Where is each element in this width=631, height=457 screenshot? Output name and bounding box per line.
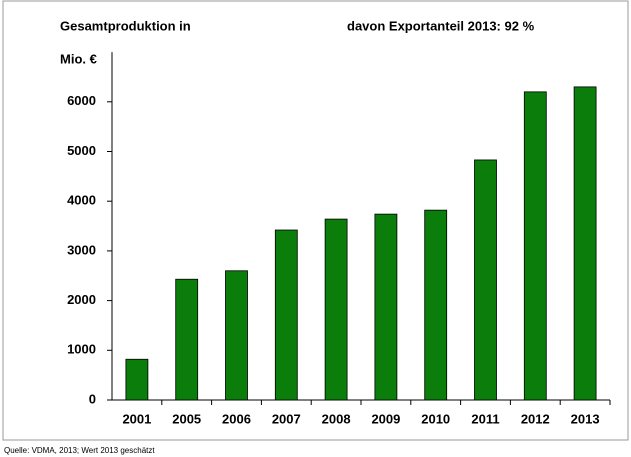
bar bbox=[125, 358, 149, 401]
x-tick-label: 2006 bbox=[222, 411, 251, 426]
y-tick-label: 3000 bbox=[67, 242, 96, 257]
bar bbox=[474, 159, 497, 401]
x-tick-label: 2001 bbox=[122, 411, 151, 426]
x-tick-label: 2010 bbox=[421, 411, 450, 426]
x-tick-label: 2005 bbox=[172, 411, 201, 426]
bar bbox=[225, 270, 248, 401]
bar bbox=[424, 209, 448, 401]
y-tick-label: 6000 bbox=[67, 93, 96, 108]
x-tick-label: 2007 bbox=[272, 411, 301, 426]
x-tick-label: 2009 bbox=[371, 411, 400, 426]
x-tick-label: 2012 bbox=[521, 411, 550, 426]
y-tick-label: 5000 bbox=[67, 143, 96, 158]
source-note: Quelle: VDMA, 2013; Wert 2013 geschätzt bbox=[4, 446, 155, 455]
y-tick-label: 2000 bbox=[67, 292, 96, 307]
y-tick-label: 4000 bbox=[67, 193, 96, 208]
chart-title: Gesamtproduktion in bbox=[60, 18, 191, 33]
bar bbox=[274, 229, 298, 401]
x-tick-label: 2013 bbox=[571, 411, 600, 426]
chart-frame bbox=[2, 0, 629, 441]
bar bbox=[523, 91, 547, 401]
y-tick-label: 0 bbox=[89, 391, 96, 406]
bar bbox=[573, 86, 597, 401]
x-tick-label: 2008 bbox=[322, 411, 351, 426]
bar bbox=[374, 213, 398, 401]
bar bbox=[175, 278, 199, 401]
chart-title: Mio. € bbox=[60, 51, 97, 66]
bar bbox=[324, 218, 348, 401]
y-tick-label: 1000 bbox=[67, 342, 96, 357]
annotation: davon Exportanteil 2013: 92 % bbox=[347, 18, 535, 33]
x-tick-label: 2011 bbox=[471, 411, 499, 426]
